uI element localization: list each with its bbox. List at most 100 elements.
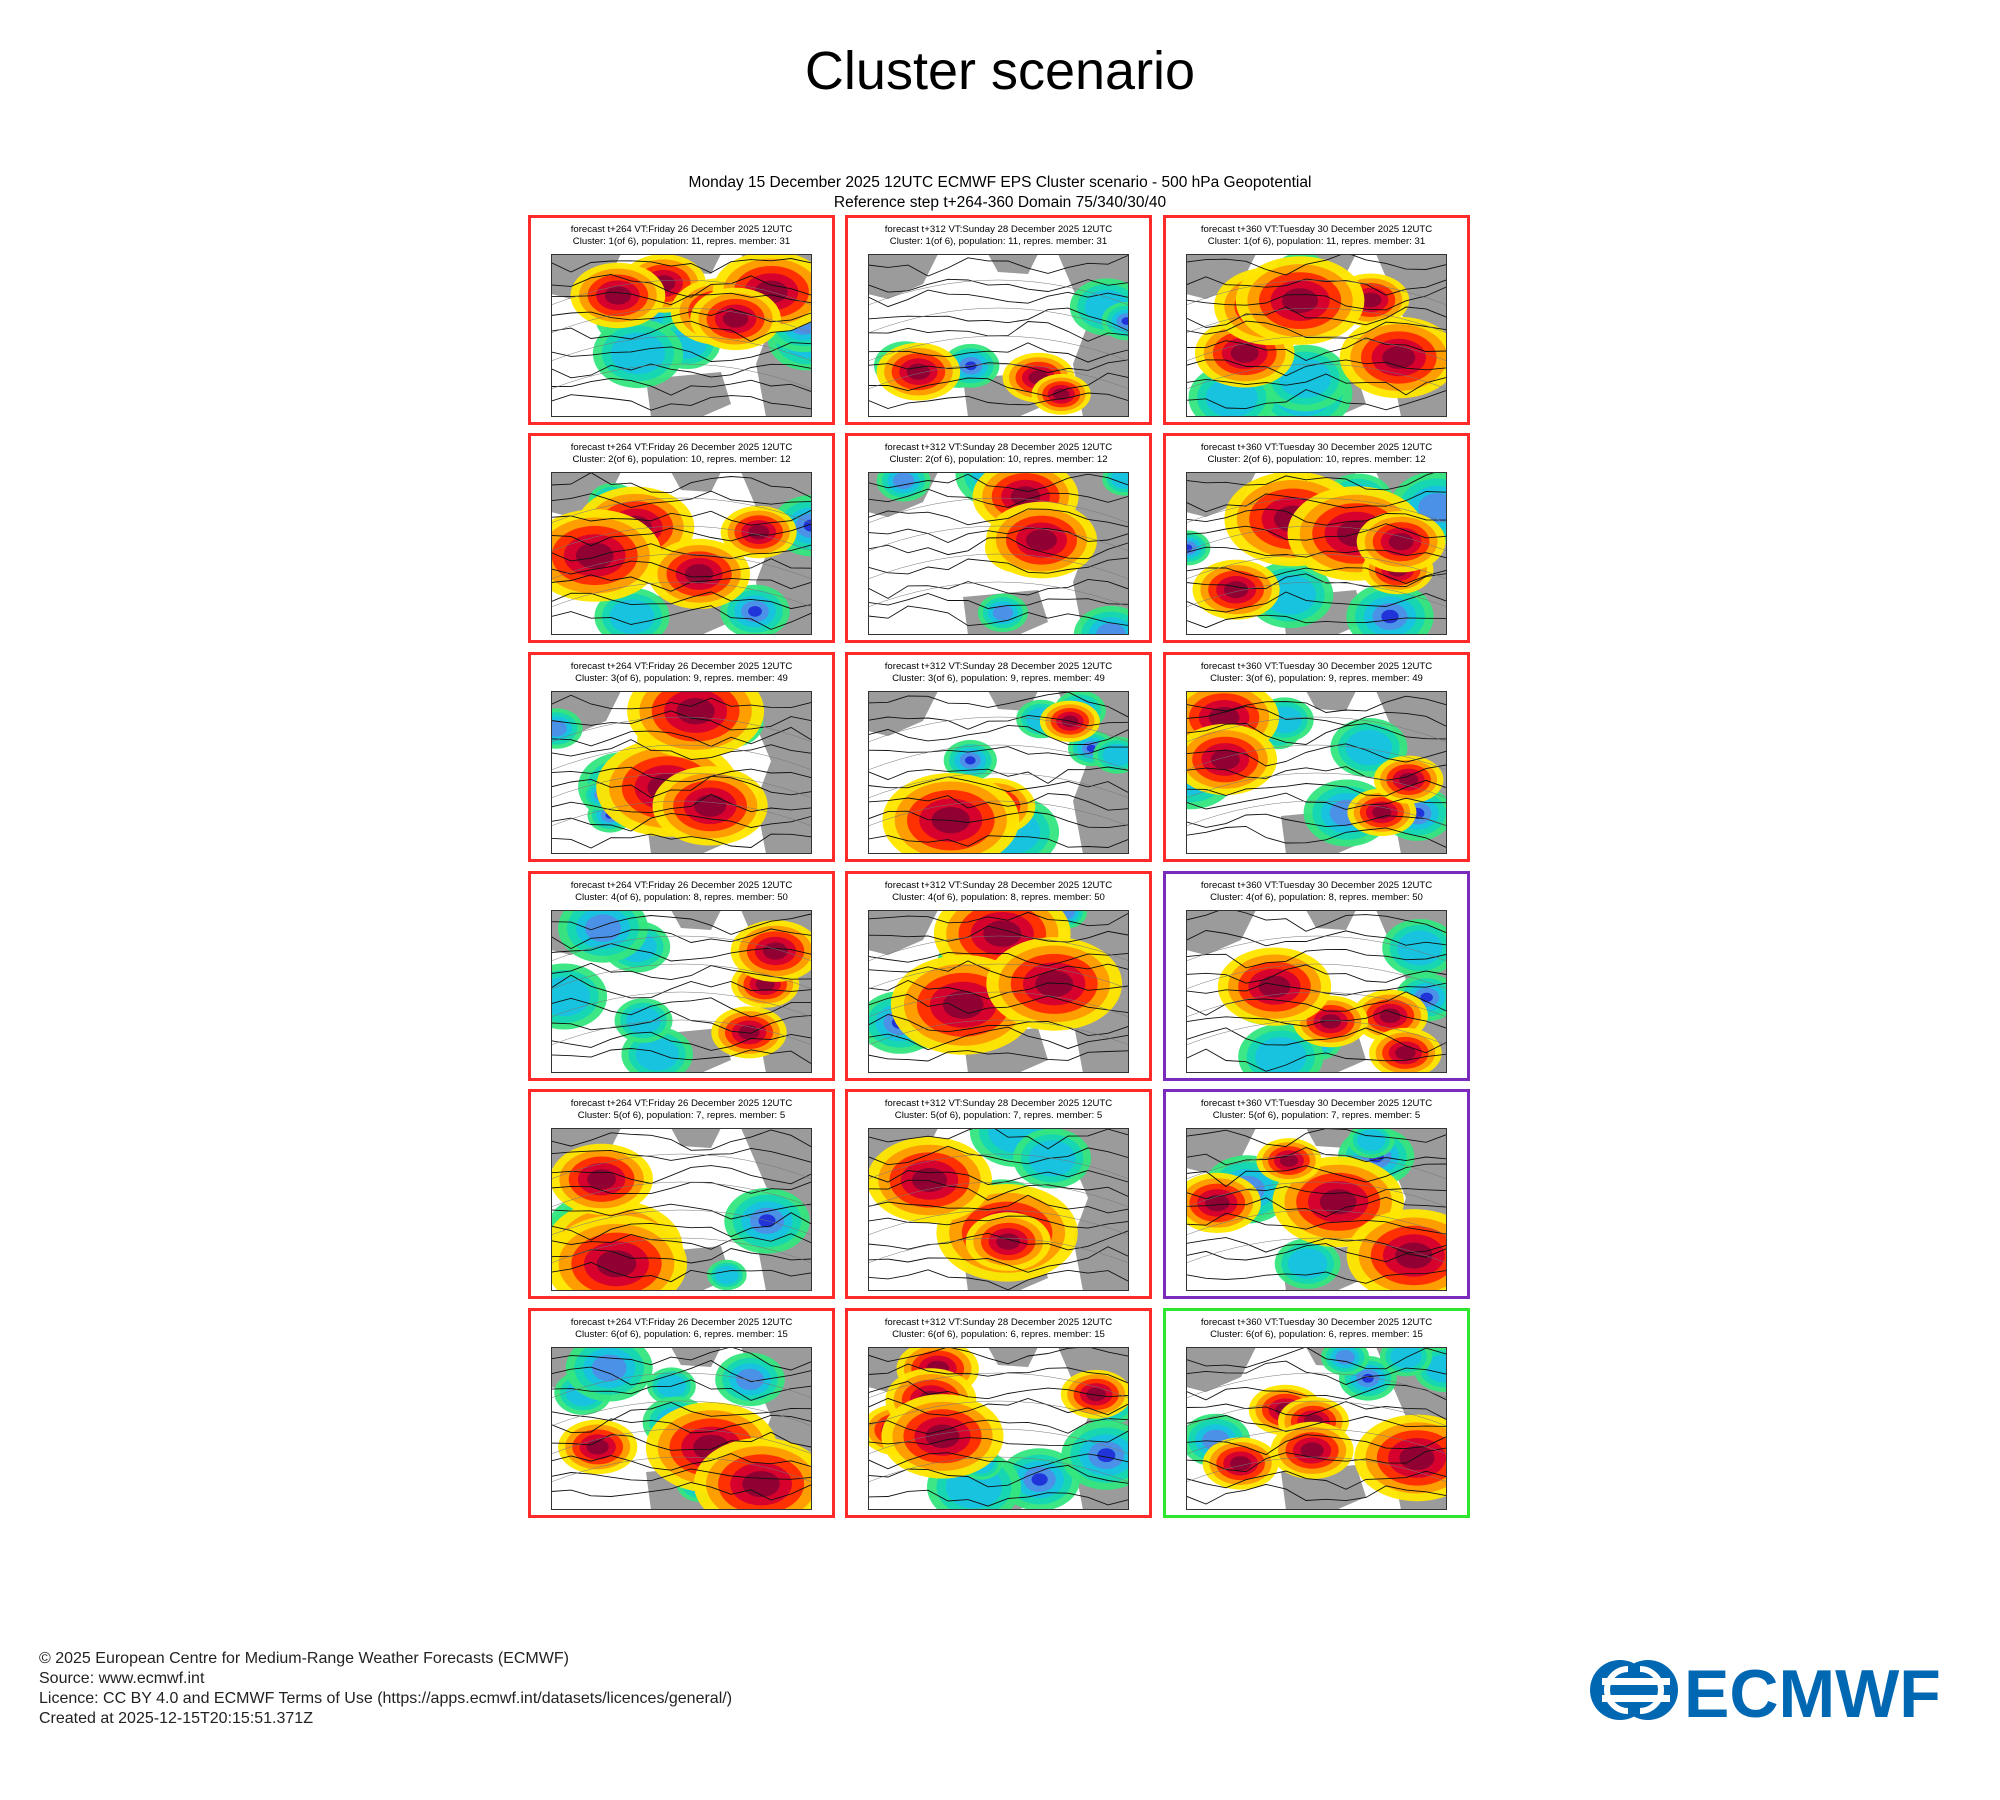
panel-step-label: forecast t+360 VT:Tuesday 30 December 20… (1200, 661, 1433, 672)
graticule (551, 497, 812, 608)
panel-step-label: forecast t+360 VT:Tuesday 30 December 20… (1200, 880, 1433, 891)
contour-line (868, 1269, 1129, 1291)
positive-anomaly (1399, 1445, 1435, 1470)
logo-text: ECMWF (1684, 1656, 1941, 1725)
contour-line (868, 372, 1129, 397)
cluster-panel: forecast t+312 VT:Sunday 28 December 202… (845, 1308, 1152, 1518)
cluster-panel: forecast t+360 VT:Tuesday 30 December 20… (1163, 433, 1470, 643)
positive-anomaly (738, 1025, 760, 1040)
latitude-line (868, 1019, 1129, 1046)
contour-line (551, 694, 812, 710)
contour-line (868, 1246, 1129, 1273)
latitude-line (1186, 1209, 1447, 1236)
contour-line (868, 278, 1129, 293)
contour-line (1186, 1434, 1447, 1456)
latitude-line (551, 279, 812, 306)
negative-anomaly (965, 756, 976, 765)
contour-line (1186, 1147, 1447, 1166)
contour-line (1186, 1163, 1447, 1188)
contour-line (551, 1414, 812, 1434)
contour-line (551, 591, 812, 610)
negative-anomaly (715, 1265, 739, 1285)
contour-line (868, 1194, 1129, 1214)
map-frame (551, 691, 812, 854)
latitude-line (551, 1237, 812, 1264)
cluster-panel: forecast t+264 VT:Friday 26 December 202… (528, 652, 835, 862)
panel-cluster-label: Cluster: 1(of 6), population: 11, repres… (889, 236, 1108, 247)
panel-title: forecast t+360 VT:Tuesday 30 December 20… (1166, 1098, 1467, 1122)
latitude-line (1186, 525, 1447, 552)
contour-line (551, 1147, 812, 1163)
contour-line (1186, 1483, 1447, 1505)
contour-line (1186, 1186, 1447, 1200)
latitude-line (1186, 935, 1447, 962)
panel-title: forecast t+360 VT:Tuesday 30 December 20… (1166, 880, 1467, 904)
latitude-line (868, 581, 1129, 608)
latitude-line (1186, 772, 1447, 799)
contour-line (1186, 286, 1447, 311)
latitude-line (551, 581, 812, 608)
contour-line (868, 578, 1129, 599)
contour-line (551, 490, 812, 508)
positive-anomaly (1210, 749, 1240, 770)
panel-step-label: forecast t+360 VT:Tuesday 30 December 20… (1200, 224, 1433, 235)
graticule (1186, 716, 1447, 827)
contour-line (868, 1170, 1129, 1185)
panel-step-label: forecast t+312 VT:Sunday 28 December 202… (884, 1317, 1113, 1328)
contour-line (868, 1430, 1129, 1446)
contour-line (1186, 1384, 1447, 1401)
positive-anomaly (748, 524, 770, 540)
contour-line (868, 835, 1129, 848)
latitude-line (551, 335, 812, 362)
ecmwf-logo-icon: ECMWF (1590, 1656, 1941, 1732)
panel-title: forecast t+360 VT:Tuesday 30 December 20… (1166, 1317, 1467, 1341)
positive-anomaly (694, 794, 727, 817)
panel-step-label: forecast t+312 VT:Sunday 28 December 202… (884, 661, 1113, 672)
contour-line (551, 574, 812, 592)
contour-line (868, 473, 1129, 492)
contour-line (868, 527, 1129, 543)
contour-line (1186, 1048, 1447, 1072)
contour-line (868, 1489, 1129, 1507)
contour-line (1186, 1237, 1447, 1254)
map-frame (551, 254, 812, 417)
latitude-line (551, 744, 812, 771)
negative-anomaly (1418, 493, 1447, 523)
geopotential-map (551, 691, 812, 854)
positive-anomaly (1398, 772, 1419, 787)
negative-anomaly (992, 605, 1013, 621)
anomaly-field (1186, 472, 1447, 635)
latitude-line (868, 553, 1129, 580)
panel-cluster-label: Cluster: 5(of 6), population: 7, repres.… (894, 1110, 1103, 1121)
cluster-panel: forecast t+312 VT:Sunday 28 December 202… (845, 215, 1152, 425)
latitude-line (551, 935, 812, 962)
anomaly-field (868, 910, 1123, 1055)
cluster-panel: forecast t+360 VT:Tuesday 30 December 20… (1163, 215, 1470, 425)
map-frame (868, 472, 1129, 635)
graticule (868, 497, 1129, 608)
contour-line (551, 1401, 812, 1422)
negative-anomaly (1205, 377, 1258, 417)
panel-cluster-label: Cluster: 3(of 6), population: 9, repres.… (575, 673, 788, 684)
panel-map (868, 254, 1129, 417)
panel-title: forecast t+312 VT:Sunday 28 December 202… (848, 880, 1149, 904)
contour-line (868, 1464, 1129, 1488)
positive-anomaly (925, 1424, 960, 1449)
latitude-line (1186, 553, 1447, 580)
latitude-line (1186, 363, 1447, 390)
positive-anomaly (1258, 975, 1291, 998)
panel-step-label: forecast t+312 VT:Sunday 28 December 202… (884, 224, 1113, 235)
land-area (988, 254, 1038, 274)
panel-map (1186, 1128, 1447, 1291)
cluster-panel: forecast t+312 VT:Sunday 28 December 202… (845, 871, 1152, 1081)
positive-anomaly (742, 1471, 780, 1498)
contour-line (1186, 743, 1447, 767)
map-frame (868, 1347, 1129, 1510)
contour-line (1186, 695, 1447, 713)
graticule (868, 1372, 1129, 1483)
cluster-panel: forecast t+360 VT:Tuesday 30 December 20… (1163, 871, 1470, 1081)
panel-cluster-label: Cluster: 3(of 6), population: 9, repres.… (892, 673, 1105, 684)
contour-line (1186, 614, 1447, 629)
map-frame (551, 1347, 812, 1510)
contour-line (551, 928, 812, 950)
